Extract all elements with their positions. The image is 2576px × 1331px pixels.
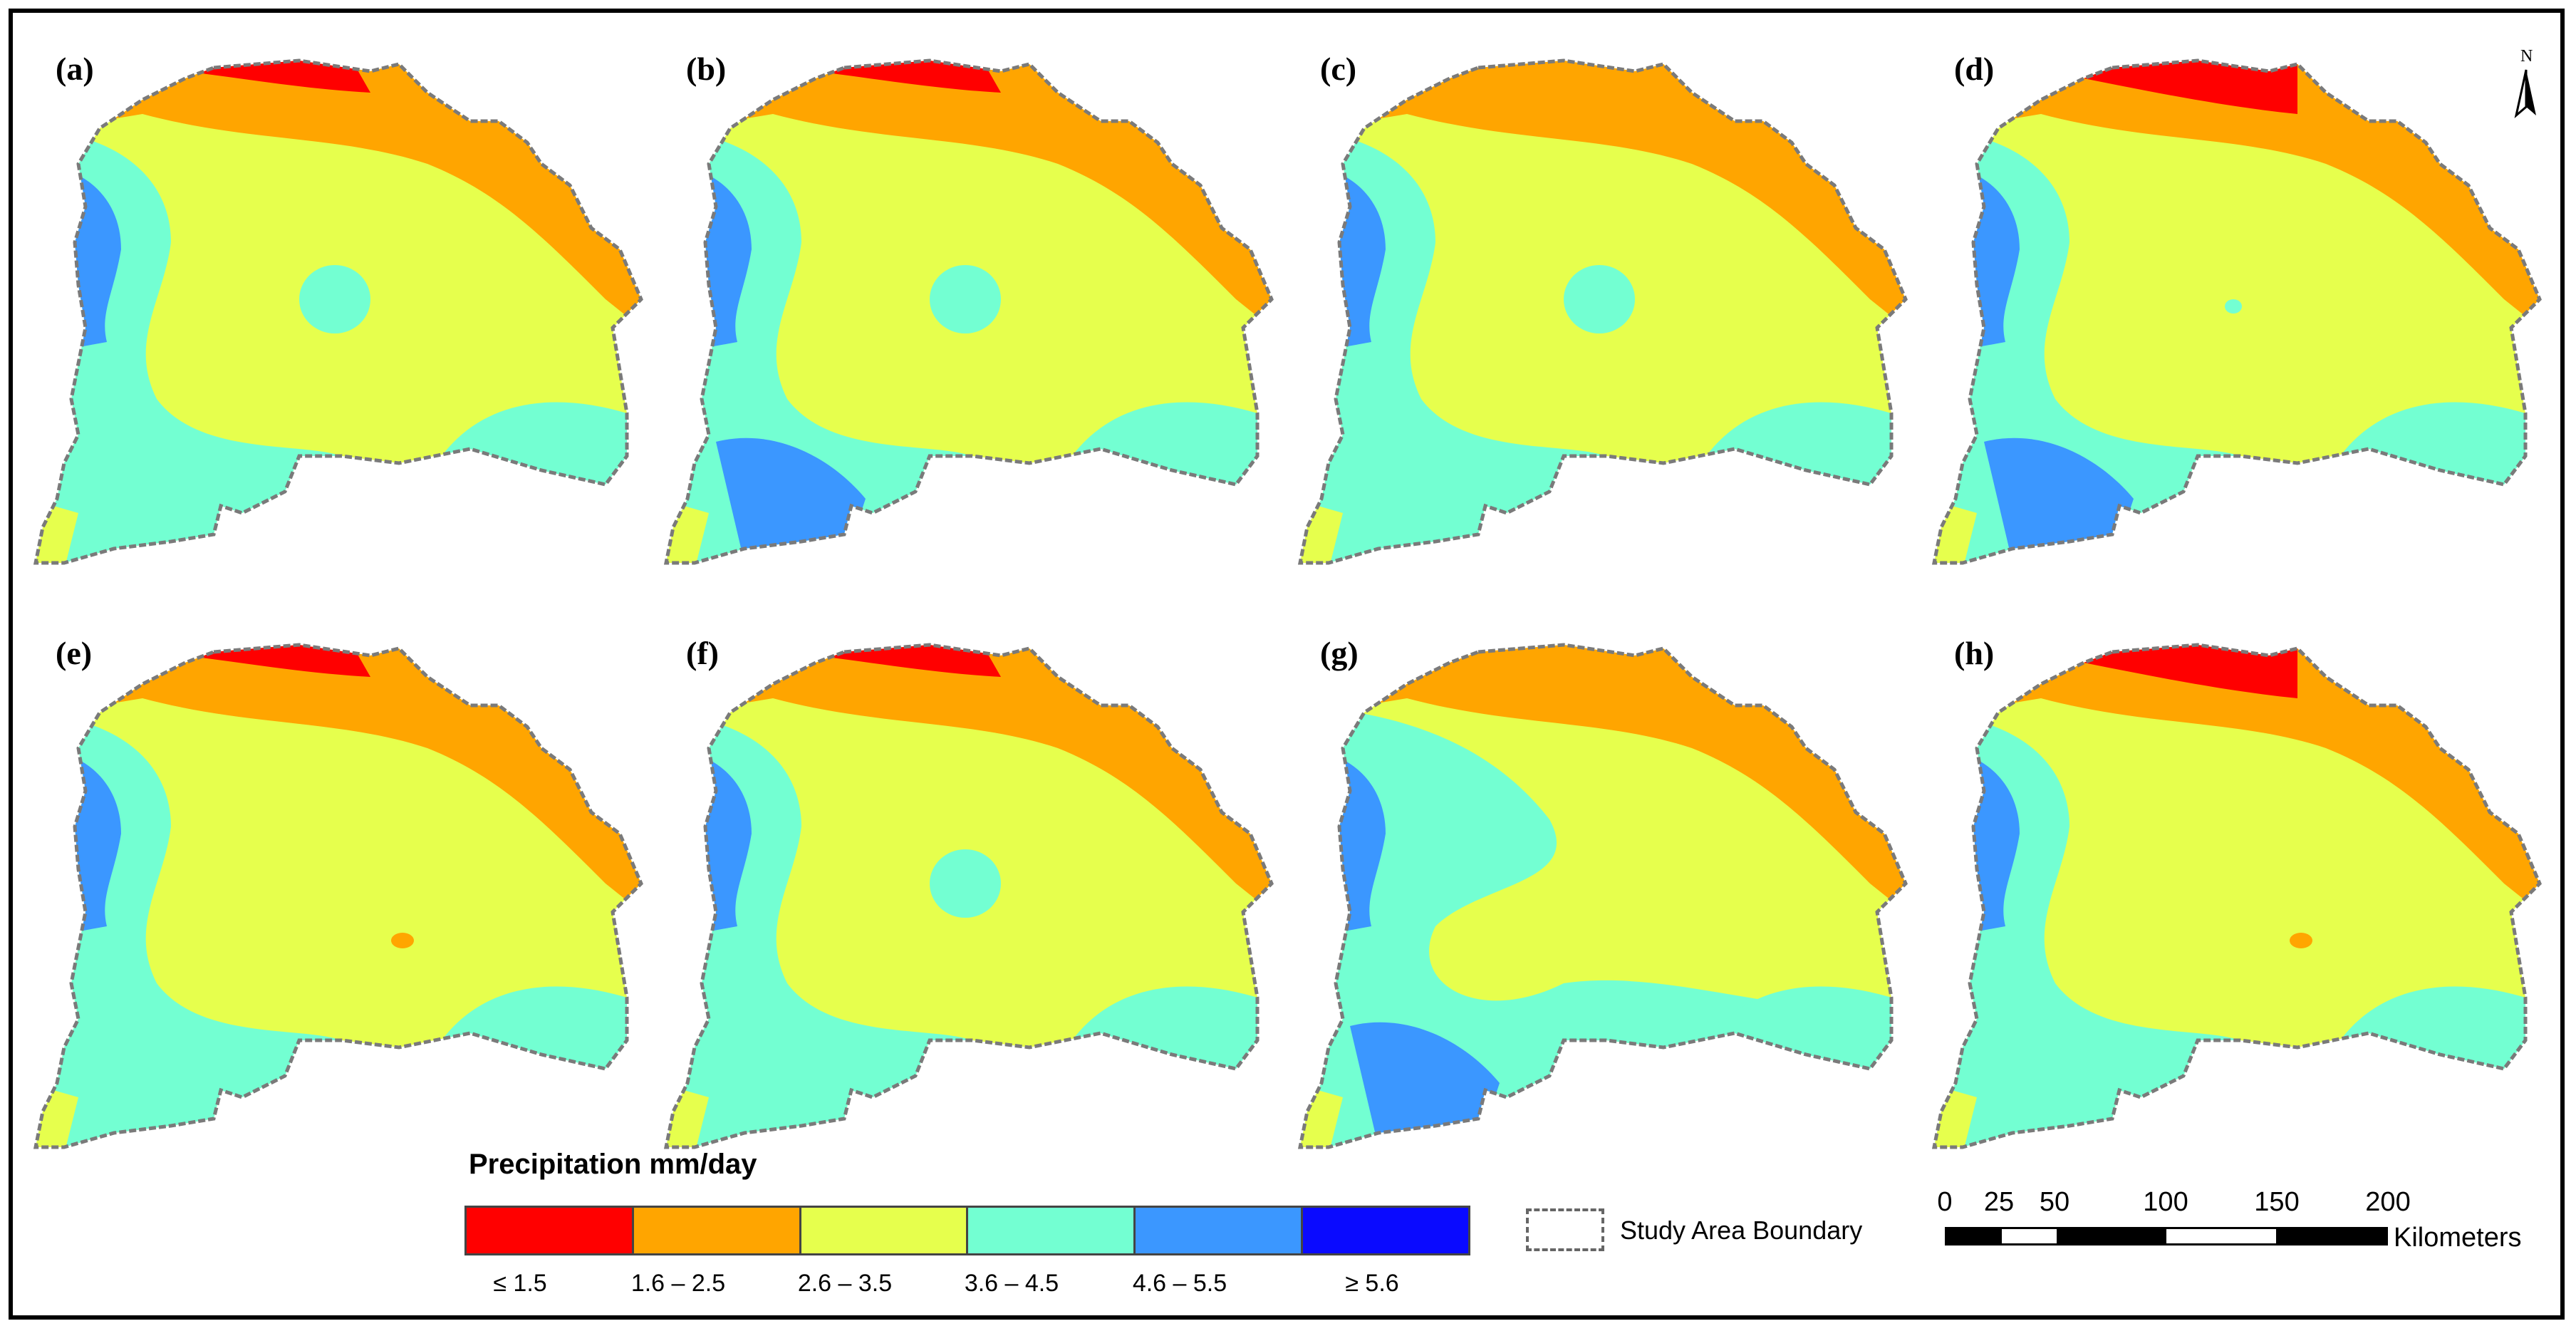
precip-zones (666, 61, 1272, 563)
zone-dark-blue (1300, 207, 1336, 306)
study-area-boundary (1297, 58, 1908, 565)
panel-label: (h) (1954, 635, 1994, 671)
zone-blue-southwest (1984, 437, 2134, 563)
zone-dark-blue (36, 791, 71, 891)
legend-swatch-5 (1136, 1208, 1304, 1253)
panel-label: (a) (56, 51, 94, 87)
scale-segment (2057, 1229, 2166, 1243)
zone-cyan-spot (299, 265, 370, 333)
legend-label-6: ≥ 5.6 (1345, 1270, 1399, 1297)
scale-tick-0: 0 (1937, 1187, 1953, 1217)
study-area-boundary (1931, 643, 2542, 1149)
boundary-label: Study Area Boundary (1620, 1216, 1863, 1245)
panel-label: (g) (1320, 635, 1359, 671)
legend-swatch-1 (467, 1208, 634, 1253)
zone-cyan-southeast (1706, 402, 1891, 499)
zone-red (809, 645, 1001, 677)
zone-orange-spot (2290, 933, 2312, 948)
precip-zones (36, 645, 641, 1147)
precip-zones (666, 645, 1272, 1147)
zone-red (178, 61, 370, 93)
map-panel: (c) (1297, 51, 1908, 565)
scale-segment (1947, 1229, 2002, 1243)
zone-cyan-spot (1564, 265, 1635, 333)
legend-swatch-6 (1303, 1208, 1468, 1253)
study-area-boundary (1297, 643, 1908, 1149)
zone-cyan-southeast (2340, 986, 2525, 1083)
map-panel: (g) (1297, 635, 1908, 1149)
figure-frame (9, 9, 2565, 1320)
legend-label-3: 2.6 – 3.5 (797, 1270, 893, 1297)
zone-blue-southwest (716, 437, 866, 563)
legend-label-1: ≤ 1.5 (493, 1270, 547, 1297)
zone-dark-blue (36, 207, 71, 306)
precip-zones (36, 61, 641, 563)
legend-label-2: 1.6 – 2.5 (630, 1270, 726, 1297)
precip-zones (1934, 645, 2540, 1147)
study-area-boundary (663, 643, 1274, 1149)
scale-bar: 0 25 50 100 150 200 Kilometers (1932, 1187, 2552, 1273)
legend-swatch-4 (968, 1208, 1136, 1253)
map-panel: (b) (663, 51, 1274, 565)
zone-dark-blue (1300, 791, 1336, 891)
north-arrow-icon (2514, 69, 2536, 119)
zone-red (809, 61, 1001, 93)
north-letter: N (2520, 47, 2533, 66)
zone-dark-blue (666, 791, 702, 891)
scale-tick-25: 25 (1983, 1187, 2015, 1217)
zone-blue-southwest (1350, 1022, 1500, 1147)
panel-label: (b) (686, 51, 726, 87)
zone-dark-blue (666, 207, 702, 306)
precip-zones (1300, 61, 1906, 563)
legend-title: Precipitation mm/day (469, 1149, 757, 1180)
zone-cyan-spot (2225, 299, 2242, 314)
zone-cyan-spot (930, 265, 1001, 333)
map-panel: (a) (33, 51, 643, 565)
legend-swatch-3 (801, 1208, 969, 1253)
legend-labels: ≤ 1.5 1.6 – 2.5 2.6 – 3.5 3.6 – 4.5 4.6 … (464, 1270, 1470, 1305)
panel-label: (c) (1320, 51, 1356, 87)
legend-label-5: 4.6 – 5.5 (1132, 1270, 1227, 1297)
legend-color-bar (464, 1206, 1470, 1255)
boundary-swatch (1526, 1208, 1604, 1251)
map-panel: (f) (663, 635, 1274, 1149)
scale-segment (2276, 1229, 2386, 1243)
legend-label-4: 3.6 – 4.5 (964, 1270, 1059, 1297)
map-panel: (h) (1931, 635, 2542, 1149)
zone-red (178, 645, 370, 677)
scale-tick-50: 50 (2039, 1187, 2070, 1217)
zone-cyan-southeast (1706, 986, 1891, 1083)
zone-cyan-southeast (442, 986, 627, 1083)
scale-tick-150: 150 (2254, 1187, 2300, 1217)
legend-swatch-2 (633, 1208, 801, 1253)
map-panel: (e) (33, 635, 643, 1149)
zone-cyan-spot (930, 849, 1001, 918)
scale-segment (2166, 1229, 2276, 1243)
panel-label: (f) (686, 635, 719, 671)
study-area-boundary (33, 643, 643, 1149)
study-area-boundary (33, 58, 643, 565)
scale-unit: Kilometers (2394, 1223, 2522, 1253)
north-arrow: N (2505, 47, 2548, 121)
zone-red (2077, 645, 2297, 698)
map-panel: (d) (1931, 51, 2542, 565)
scale-tick-200: 200 (2365, 1187, 2411, 1217)
zone-cyan-southeast (442, 402, 627, 499)
precip-zones (1934, 61, 2540, 563)
zone-cyan-southeast (1072, 402, 1257, 499)
zone-cyan-southeast (1072, 986, 1257, 1083)
zone-cyan-southeast (2340, 402, 2525, 499)
study-area-boundary (1931, 58, 2542, 565)
scale-segment (2002, 1229, 2057, 1243)
scale-tick-100: 100 (2143, 1187, 2188, 1217)
zone-orange-spot (391, 933, 414, 948)
zone-red (2077, 61, 2297, 114)
scale-bar-segments (1945, 1227, 2388, 1245)
panel-label: (d) (1954, 51, 1994, 87)
panel-label: (e) (56, 635, 92, 671)
precip-zones (1300, 645, 1906, 1147)
study-area-boundary (663, 58, 1274, 565)
